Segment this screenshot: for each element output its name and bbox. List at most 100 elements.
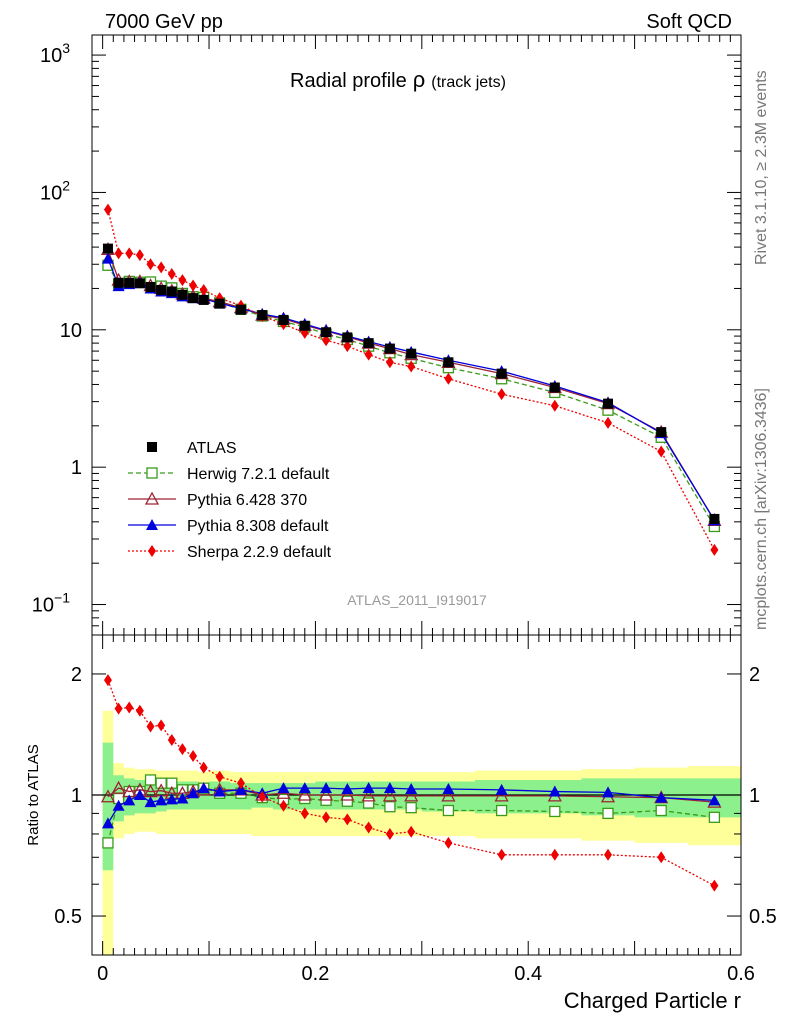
ratio-sherpa-point [114, 702, 123, 715]
ratio-pythia8-point [197, 782, 210, 794]
ratio-herwig-point [341, 795, 353, 807]
ratio-pythia8-point [362, 782, 375, 794]
ratio-herwig-point [655, 804, 667, 817]
atlas-point [134, 278, 145, 289]
atlas-point [603, 398, 614, 409]
ratio-pythia8-point [442, 782, 455, 794]
ratio-pythia6-point [382, 788, 397, 802]
legend-herwig-marker [146, 467, 158, 479]
atlas-point [656, 427, 667, 438]
ratio-pythia6-point [111, 780, 126, 794]
ratio-herwig-point [155, 777, 167, 789]
atlas-point [257, 310, 268, 321]
ratio-sherpa-point [343, 813, 352, 826]
ratio-pythia8-point [123, 794, 136, 806]
sherpa-point [178, 274, 187, 287]
ratio-herwig-point [144, 774, 157, 786]
atlas-point [321, 327, 332, 338]
ratio-pythia6-point [100, 789, 116, 803]
sherpa-point [444, 372, 453, 385]
sherpa-point [146, 258, 155, 271]
main-curves [100, 203, 722, 556]
ratio-sherpa-point [103, 674, 112, 687]
ratio-pythia8-point [320, 782, 333, 794]
ratio-sherpa-point [215, 770, 224, 783]
title-sub: (track jets) [431, 74, 506, 91]
ratio-sherpa-point [322, 811, 331, 824]
ratio-pythia8-point [144, 796, 157, 808]
ratio-pythia8-point [277, 782, 290, 794]
sherpa-point [657, 445, 666, 458]
atlas-point [278, 314, 289, 325]
atlas-point [384, 343, 395, 354]
ratio-sherpa-point [657, 851, 666, 864]
ratio-sherpa-point [167, 734, 176, 747]
ratio-curves [100, 674, 722, 892]
ratio-pythia8-point [155, 794, 168, 806]
ratio-pythia8-point [176, 792, 189, 804]
ratio-sherpa-point [199, 761, 208, 774]
ratio-ytick-label-left: 0.5 [54, 906, 82, 928]
ratio-frame [91, 634, 742, 956]
rivet-label: Rivet 3.1.10, ≥ 2.3M events [753, 70, 770, 265]
mcplots-label: mcplots.cern.ch [arXiv:1306.3436] [753, 388, 770, 630]
ratio-pythia8-point [234, 783, 247, 795]
ratio-pythia8-point [341, 782, 354, 794]
ratio-sherpa-point [364, 821, 373, 834]
sherpa-point [157, 261, 166, 274]
ratio-sherpa-point [385, 827, 394, 840]
ratio-sherpa-point [146, 720, 155, 733]
sherpa-point [167, 267, 176, 280]
sherpa-point [407, 360, 416, 373]
sherpa-point [189, 279, 198, 292]
ratio-pythia8-point [165, 793, 178, 805]
atlas-point [156, 284, 167, 295]
ratio-pythia6-point [404, 788, 419, 802]
ratio-outer-band [102, 710, 741, 955]
ratio-pythia6-point [340, 787, 355, 801]
ratio-ytick-label-right: 2 [749, 664, 760, 686]
ratio-pythia8-point [187, 787, 200, 799]
sherpa-point [125, 247, 134, 260]
ratio-bands [102, 710, 741, 955]
pythia8-point [101, 252, 114, 264]
legend-atlas-label: ATLAS [187, 440, 237, 457]
atlas-point [188, 293, 199, 304]
ratio-pythia8-point [298, 782, 311, 794]
ratio-pythia8-point [101, 817, 114, 829]
ratio-sherpa-point [300, 807, 309, 820]
ratio-ytick-label-left: 1 [71, 785, 82, 807]
ratio-pythia6-point [361, 788, 376, 802]
ratio-pythia8-point [655, 791, 668, 803]
legend-herwig-label: Herwig 7.2.1 default [187, 466, 330, 483]
atlas-point [102, 243, 113, 254]
ratio-sherpa-point [178, 743, 187, 756]
sherpa-point [199, 283, 208, 296]
main-ytick-label: 1 [71, 457, 82, 479]
ratio-ylabel: Ratio to ATLAS [25, 744, 42, 845]
category-label: Soft QCD [646, 11, 732, 33]
main-ytick-label: 103 [40, 40, 70, 67]
sherpa-point [604, 416, 613, 429]
xtick-label: 0 [97, 963, 108, 985]
atlas-point [363, 338, 374, 349]
ratio-sherpa-point [125, 701, 134, 714]
herwig-line [107, 264, 715, 527]
atlas-point [406, 348, 417, 359]
ratio-sherpa-point [497, 848, 506, 861]
atlas-point [166, 286, 177, 297]
atlas-point [709, 513, 720, 524]
ratio-herwig-point [549, 805, 561, 818]
ratio-sherpa-point [604, 848, 613, 861]
ratio-sherpa-point [279, 799, 288, 812]
legend-pythia6-label: Pythia 6.428 370 [187, 492, 307, 509]
analysis-label: ATLAS_2011_I919017 [347, 592, 487, 608]
ratio-herwig-point [405, 802, 417, 814]
sherpa-point [135, 249, 144, 262]
ratio-herwig-point [384, 801, 396, 813]
energy-label: 7000 GeV pp [105, 11, 223, 33]
sherpa-point [103, 203, 112, 216]
ratio-sherpa-point [157, 719, 166, 732]
